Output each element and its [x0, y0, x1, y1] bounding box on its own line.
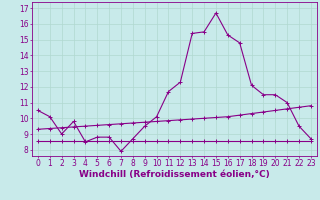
X-axis label: Windchill (Refroidissement éolien,°C): Windchill (Refroidissement éolien,°C) — [79, 170, 270, 179]
